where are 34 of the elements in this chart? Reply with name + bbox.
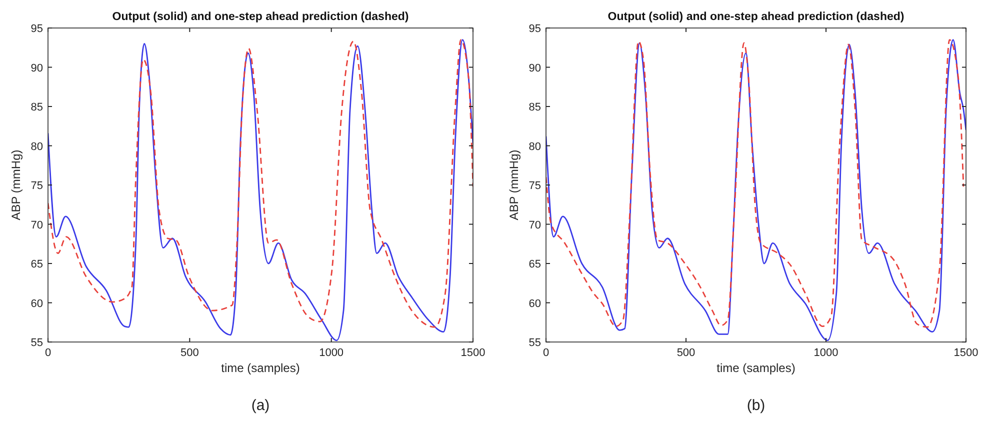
x-axis-title: time (samples) — [221, 361, 300, 375]
chart-title: Output (solid) and one-step ahead prediction (dashed) — [608, 11, 904, 23]
x-tick-label: 0 — [44, 347, 52, 359]
y-tick-label: 95 — [30, 23, 43, 35]
y-axis-title: ABP (mmHg) — [9, 150, 23, 220]
y-tick-label: 95 — [528, 23, 541, 35]
y-tick-label: 80 — [30, 140, 43, 153]
y-axis-title: ABP (mmHg) — [507, 150, 521, 220]
y-tick-label: 90 — [30, 62, 43, 74]
y-tick-label: 65 — [30, 258, 43, 270]
y-tick-label: 75 — [528, 180, 541, 192]
y-tick-label: 75 — [30, 180, 43, 192]
x-tick-label: 1000 — [814, 347, 838, 359]
y-tick-label: 70 — [528, 219, 541, 232]
x-tick-label: 0 — [542, 347, 550, 359]
x-tick-label: 1500 — [954, 347, 978, 359]
text: (a) — [251, 397, 270, 414]
y-tick-label: 90 — [528, 62, 541, 74]
y-tick-label: 85 — [30, 102, 43, 114]
x-tick-label: 1000 — [319, 347, 344, 359]
y-tick-label: 55 — [30, 337, 43, 349]
x-tick-label: 500 — [180, 347, 199, 359]
y-tick-label: 55 — [528, 337, 541, 349]
x-tick-label: 1500 — [460, 347, 486, 359]
x-tick-label: 500 — [676, 347, 696, 359]
text: (b) — [746, 397, 766, 414]
y-tick-label: 70 — [30, 219, 43, 232]
chart-title: Output (solid) and one-step ahead prediction (dashed) — [112, 11, 409, 23]
y-tick-label: 65 — [528, 258, 541, 270]
y-tick-label: 80 — [528, 140, 541, 153]
y-tick-label: 60 — [528, 298, 541, 310]
y-tick-label: 85 — [528, 102, 541, 114]
y-tick-label: 60 — [30, 298, 43, 310]
x-axis-title: time (samples) — [716, 361, 796, 375]
